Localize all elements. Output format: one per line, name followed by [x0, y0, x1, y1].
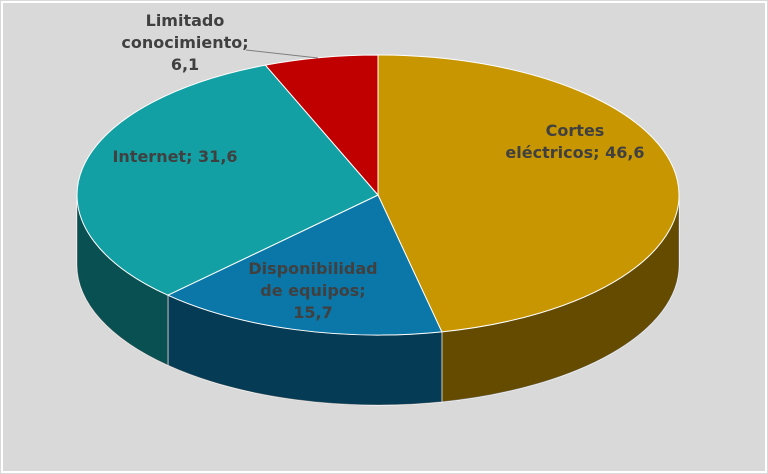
- slice-side-shade: [441, 195, 679, 402]
- slice-side-shade: [167, 295, 442, 406]
- data-label: Internet; 31,6: [112, 147, 238, 166]
- slice: [264, 54, 379, 197]
- pie-tops: [76, 54, 680, 336]
- data-label: Cortes eléctricos; 46,6: [505, 121, 645, 162]
- slice: [166, 194, 443, 336]
- slice: [377, 54, 680, 333]
- slice: [76, 64, 379, 296]
- slice-side-shade: [77, 195, 168, 366]
- pie-sides: [76, 194, 680, 406]
- data-label: Disponibilidad de equipos; 15,7: [248, 259, 378, 322]
- leader-line: [245, 49, 319, 59]
- data-label: Limitado conocimiento; 6,1: [121, 11, 249, 74]
